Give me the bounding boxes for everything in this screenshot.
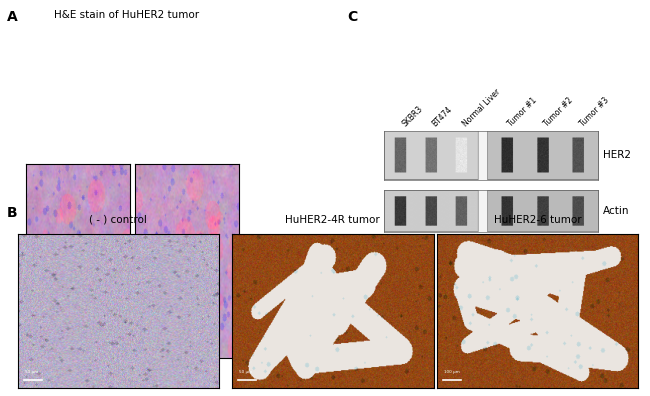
Text: 100 μm: 100 μm: [444, 370, 460, 374]
Text: HuHER2-6 tumor: HuHER2-6 tumor: [494, 215, 581, 225]
Text: Actin: Actin: [603, 206, 630, 216]
Text: 50 μm: 50 μm: [140, 337, 153, 341]
Text: 50 μm: 50 μm: [25, 370, 38, 374]
Text: A: A: [6, 10, 18, 24]
Text: SKBR3: SKBR3: [400, 105, 424, 129]
Text: HER2: HER2: [603, 150, 631, 160]
Text: BT474: BT474: [431, 105, 454, 129]
Text: 50 μm: 50 μm: [239, 370, 252, 374]
Text: H&E stain of HuHER2 tumor: H&E stain of HuHER2 tumor: [54, 10, 200, 20]
Text: C: C: [348, 10, 358, 24]
Text: 50 μm: 50 μm: [31, 337, 44, 341]
Text: B: B: [6, 206, 17, 220]
Text: Tumor #1: Tumor #1: [506, 96, 539, 129]
Text: Normal Liver: Normal Liver: [461, 88, 502, 129]
Text: HuHER2-4R tumor: HuHER2-4R tumor: [285, 215, 380, 225]
Text: Tumor #2: Tumor #2: [542, 96, 575, 129]
Text: ( - ) control: ( - ) control: [89, 215, 148, 225]
Text: Tumor #3: Tumor #3: [578, 96, 610, 129]
